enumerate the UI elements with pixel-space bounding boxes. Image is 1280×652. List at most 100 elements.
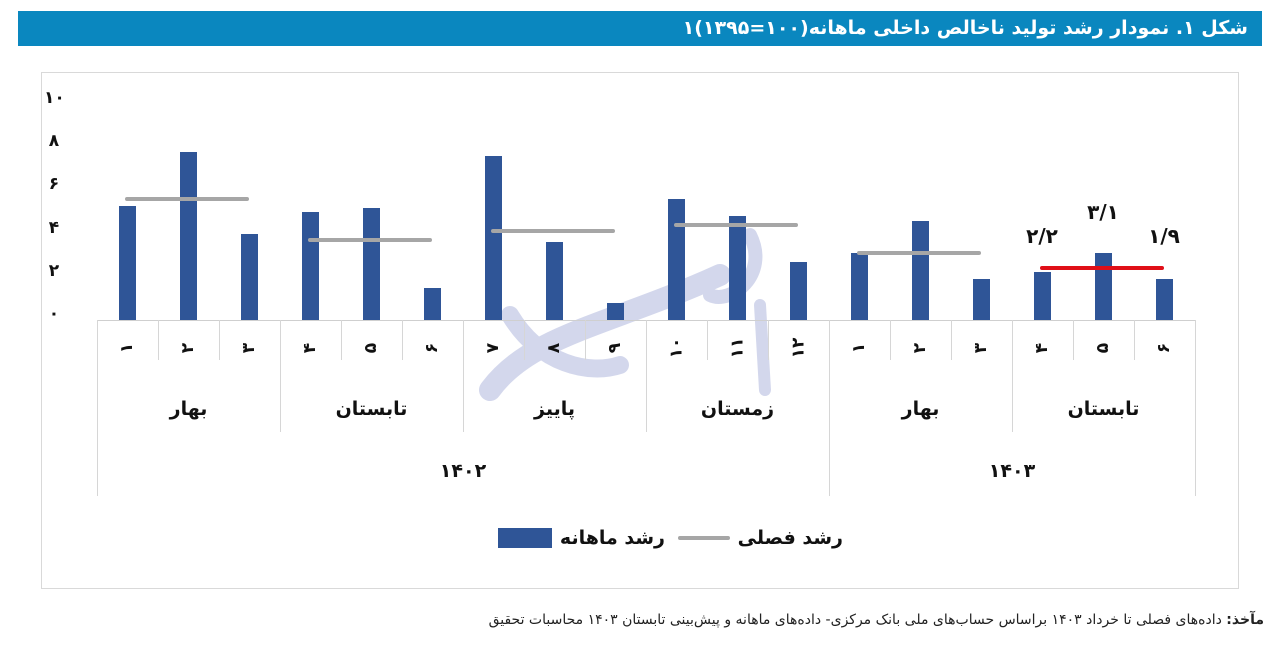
category-divider [1012,320,1013,432]
seasonal-growth-line [491,229,615,234]
category-divider [97,320,98,496]
legend-swatch-line-icon [677,536,730,540]
legend-item-seasonal: رشد فصلی [677,527,843,549]
monthly-growth-bar [119,205,136,320]
y-axis-tick: ۲ [48,260,60,281]
month-label: ۳ [219,338,280,358]
category-divider [1134,320,1135,360]
month-label-text: ۴ [1032,342,1053,354]
monthly-growth-bar [607,302,624,320]
month-label-text: ۵ [1093,342,1114,354]
legend-label-seasonal: رشد فصلی [737,527,843,549]
season-label: بهار [169,398,208,420]
month-label: ۲ [890,338,951,358]
monthly-growth-bar [485,155,502,320]
chart-legend: رشد فصلی رشد ماهانه [463,527,843,553]
monthly-growth-bar [973,278,990,320]
category-divider [768,320,769,360]
category-divider [524,320,525,360]
y-axis-tick: ۸ [48,131,60,152]
month-label: ۱۰ [646,337,707,359]
y-axis-tick: ۱۰ [44,88,65,108]
source-label: مآخذ: [1226,612,1264,628]
month-label: ۱ [97,338,158,358]
monthly-growth-bar [1034,272,1051,320]
source-note: مآخذ: داده‌های فصلی تا خرداد ۱۴۰۳ براساس… [489,612,1264,628]
seasonal-growth-line [857,251,981,256]
seasonal-growth-line [674,222,798,227]
month-label-text: ۶ [422,342,443,354]
month-label-text: ۱ [117,342,138,354]
monthly-growth-bar [424,287,441,320]
source-text: داده‌های فصلی تا خرداد ۱۴۰۳ براساس حساب‌… [488,612,1227,628]
category-divider [829,320,830,496]
month-label: ۴ [1012,338,1073,358]
season-label: پاییز [534,398,575,420]
category-divider [890,320,891,360]
forecast-season-line [1040,266,1164,271]
category-divider [1073,320,1074,360]
month-label-text: ۷ [483,342,504,354]
year-label: ۱۴۰۳ [988,460,1036,482]
month-label: ۶ [1134,338,1195,358]
category-divider [1195,320,1196,496]
month-label-text: ۸ [544,342,565,354]
legend-item-monthly: رشد ماهانه [497,527,665,549]
category-divider [341,320,342,360]
category-divider [646,320,647,432]
legend-swatch-bar-icon [497,528,552,548]
figure-title: شکل ۱. نمودار رشد تولید ناخالص داخلی ماه… [18,11,1262,46]
season-label: زمستان [700,398,775,420]
year-label: ۱۴۰۲ [439,460,487,482]
category-divider [158,320,159,360]
data-value-label: ۳/۱ [1087,200,1119,224]
season-label: تابستان [335,398,408,420]
month-label-text: ۳ [239,342,260,354]
monthly-growth-bar [302,212,319,320]
chart-frame [41,72,1239,589]
month-label: ۵ [1073,338,1134,358]
monthly-growth-bar [912,220,929,320]
data-value-label: ۲/۲ [1026,224,1058,248]
data-value-label: ۱/۹ [1148,224,1180,248]
month-label: ۹ [585,338,646,358]
y-axis-tick: ۶ [48,174,60,195]
category-divider [280,320,281,432]
monthly-growth-bar [729,216,746,320]
category-divider [585,320,586,360]
y-axis-tick: ۰ [48,304,60,324]
month-label: ۶ [402,338,463,358]
category-divider [463,320,464,432]
category-divider [402,320,403,360]
month-label: ۷ [463,338,524,358]
category-divider [219,320,220,360]
monthly-growth-bar [851,253,868,320]
month-label-text: ۳ [971,342,992,354]
month-label-text: ۶ [1154,342,1175,354]
monthly-growth-bar [1156,278,1173,320]
monthly-growth-bar [180,151,197,320]
month-label: ۳ [951,338,1012,358]
month-label: ۱۱ [707,337,768,359]
season-label: بهار [901,398,940,420]
seasonal-growth-line [125,197,249,202]
month-label-text: ۱۰ [666,337,687,359]
monthly-growth-bar [363,207,380,320]
month-label: ۱۲ [768,338,829,359]
seasonal-growth-line [308,238,432,243]
legend-label-monthly: رشد ماهانه [559,527,665,549]
monthly-growth-bar [1095,253,1112,320]
month-label: ۱ [829,338,890,358]
month-label-text: ۴ [300,342,321,354]
category-divider [951,320,952,360]
monthly-growth-bar [546,242,563,320]
monthly-growth-bar [790,261,807,320]
monthly-growth-bar [668,199,685,320]
season-label: تابستان [1067,398,1140,420]
month-label-text: ۲ [910,342,931,354]
month-label-text: ۵ [361,342,382,354]
category-divider [707,320,708,360]
month-label: ۸ [524,338,585,358]
month-label: ۵ [341,338,402,358]
month-label-text: ۱۱ [727,337,748,359]
